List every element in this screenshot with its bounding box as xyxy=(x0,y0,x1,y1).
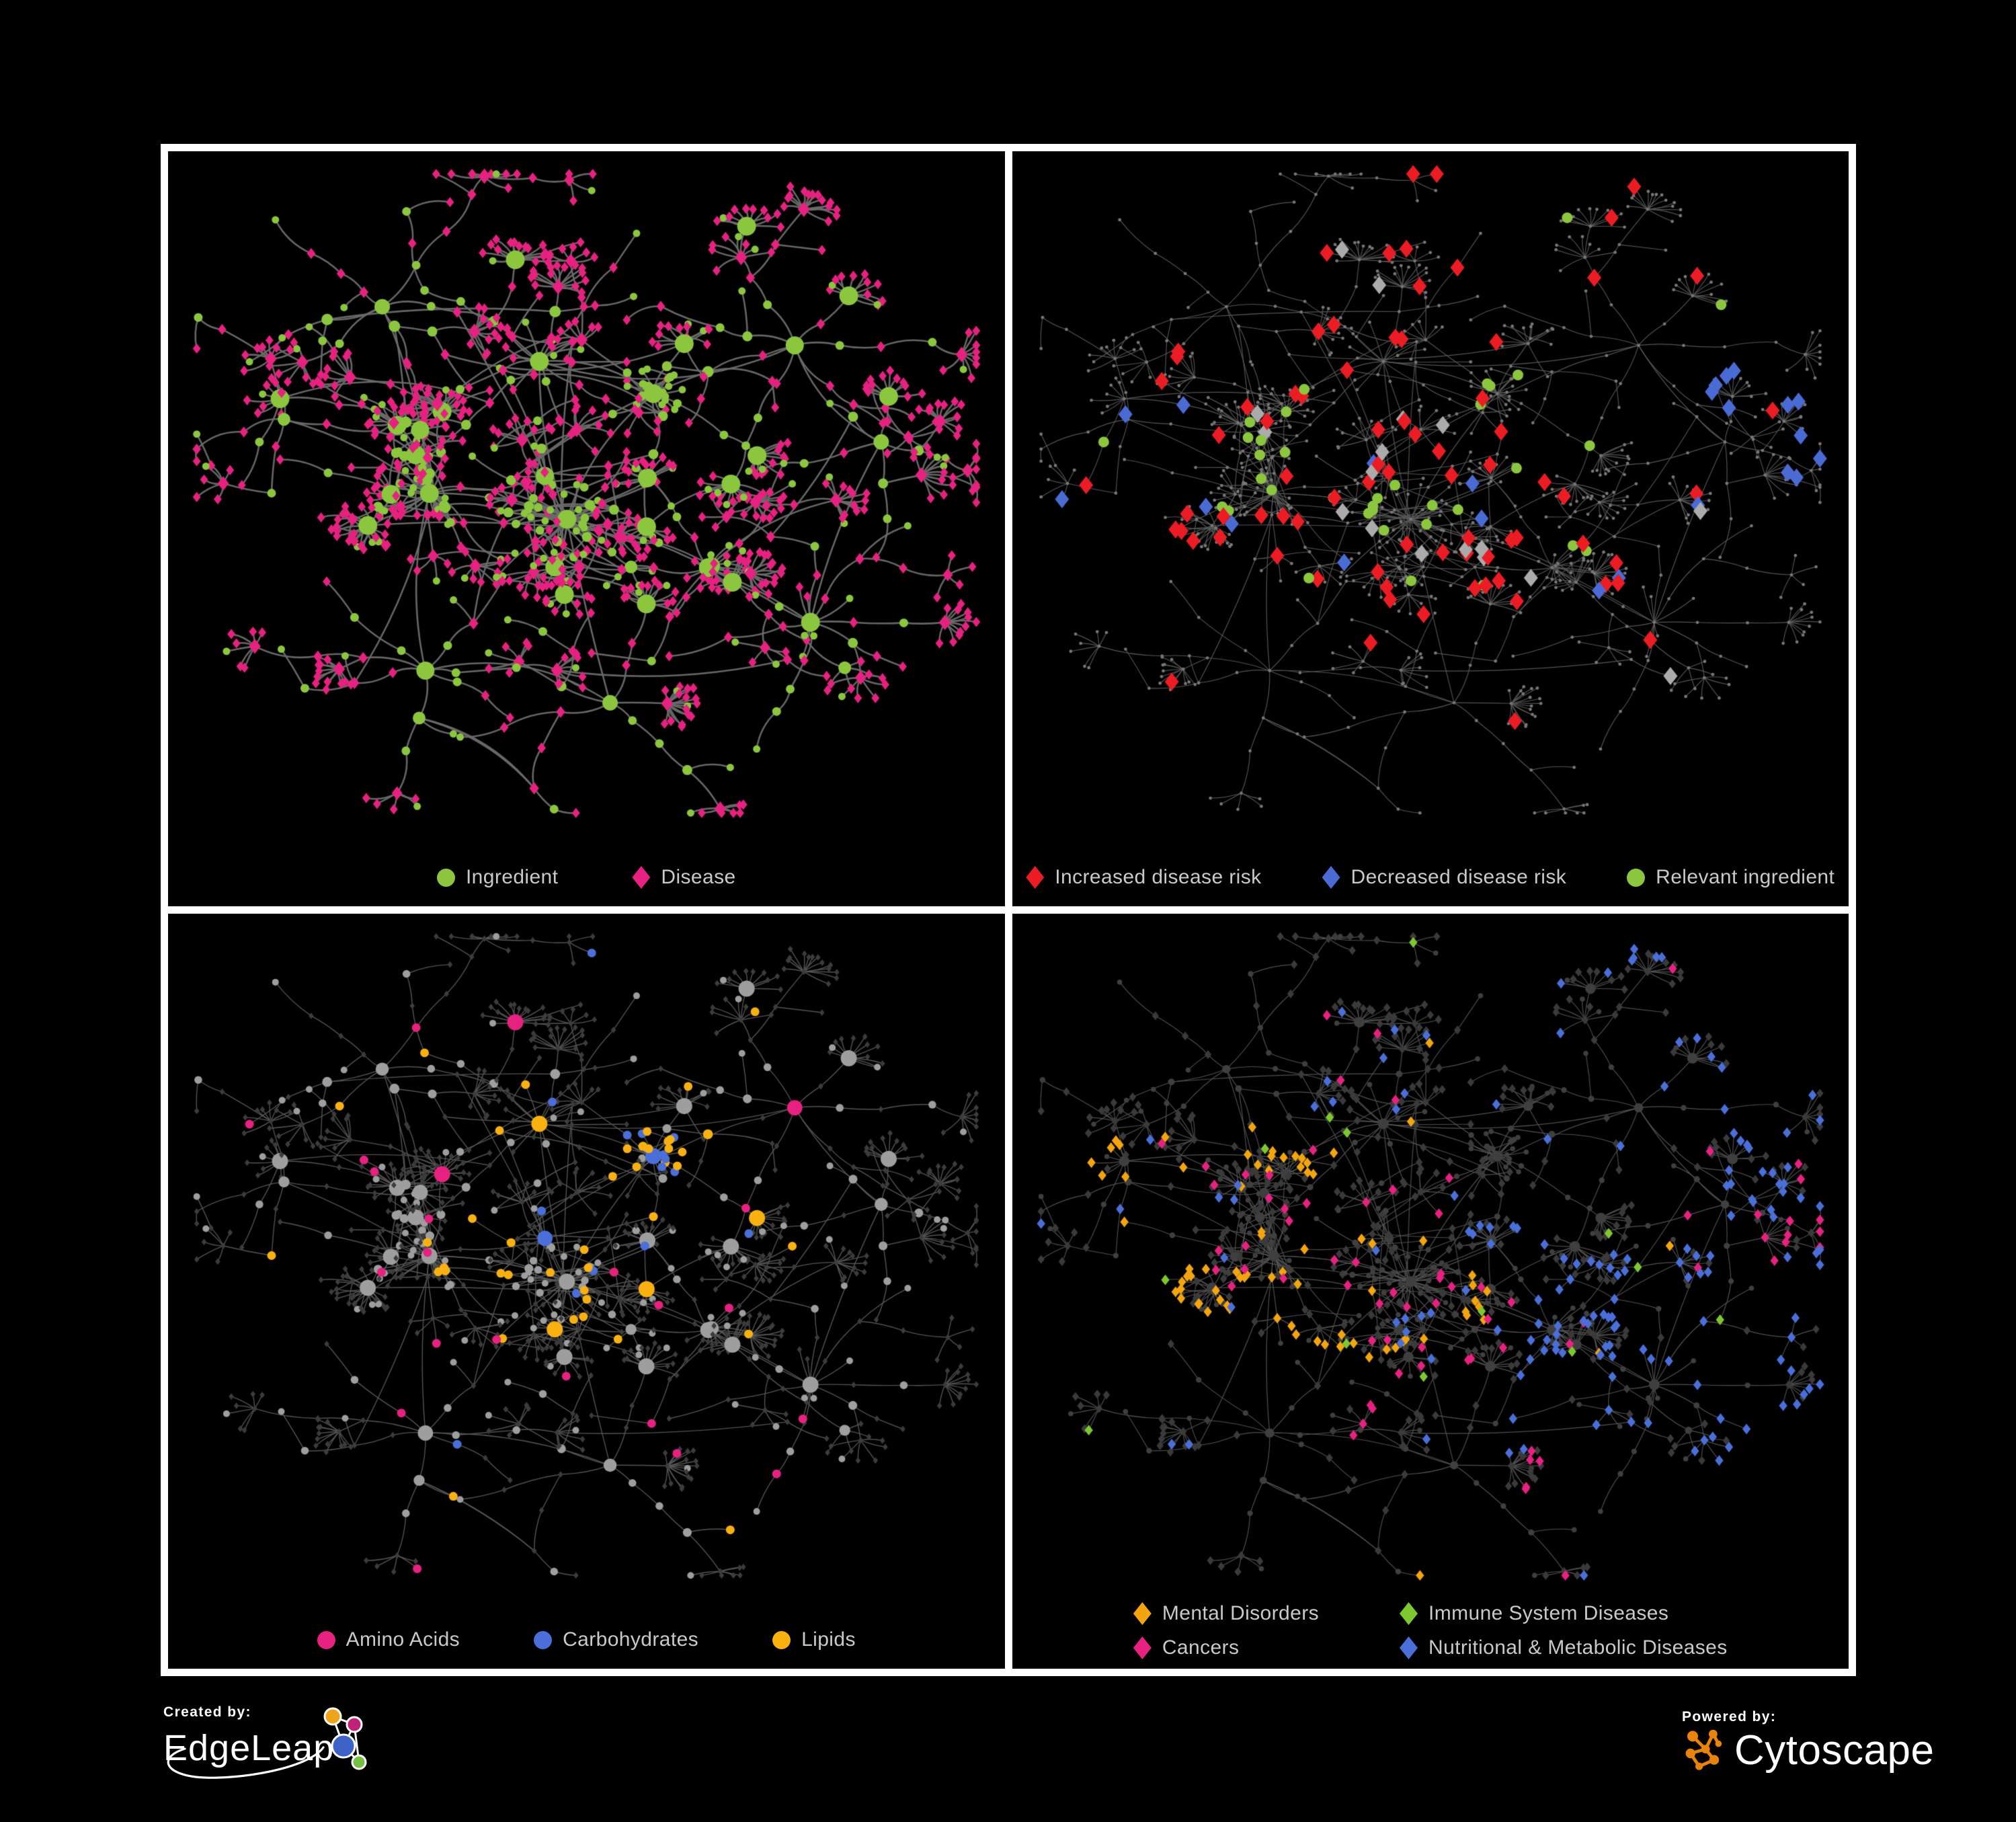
edgeleap-logo-icon xyxy=(323,1707,367,1770)
cytoscape-logo-text: Cytoscape xyxy=(1734,1727,1935,1774)
legend-item-disease: Disease xyxy=(632,866,735,889)
legend-item-nutritional-metabolic: Nutritional & Metabolic Diseases xyxy=(1400,1636,1728,1659)
ingredient-circle-icon xyxy=(436,868,455,887)
lipids-circle-icon xyxy=(772,1630,791,1649)
legend-label-disease: Disease xyxy=(661,866,736,888)
network-canvas-disease-risk xyxy=(1012,151,1849,906)
figure-grid: Ingredient Disease Increased disease ris… xyxy=(161,144,1856,1676)
legend-disease-classes: Mental Disorders Immune System Diseases … xyxy=(1012,1602,1849,1659)
powered-by-label: Powered by: xyxy=(1682,1709,1777,1725)
legend-item-ingredient: Ingredient xyxy=(436,866,559,889)
legend-item-cancers: Cancers xyxy=(1133,1636,1319,1659)
increased-risk-diamond-icon xyxy=(1026,866,1045,889)
legend-item-amino-acids: Amino Acids xyxy=(317,1628,460,1651)
created-by-label: Created by: xyxy=(163,1704,251,1720)
cytoscape-attribution: Powered by: Cytoscape xyxy=(1682,1709,1978,1796)
legend-label-cancers: Cancers xyxy=(1162,1636,1240,1659)
immune-diseases-diamond-icon xyxy=(1400,1602,1418,1625)
legend-label-ingredient: Ingredient xyxy=(465,866,559,888)
legend-label-carbohydrates: Carbohydrates xyxy=(563,1628,699,1651)
legend-item-carbohydrates: Carbohydrates xyxy=(534,1628,698,1651)
legend-item-lipids: Lipids xyxy=(772,1628,856,1651)
legend-label-immune-diseases: Immune System Diseases xyxy=(1428,1602,1669,1624)
legend-label-increased-risk: Increased disease risk xyxy=(1055,866,1262,888)
relevant-ingredient-circle-icon xyxy=(1627,868,1646,887)
legend-label-relevant-ingredient: Relevant ingredient xyxy=(1656,866,1835,888)
amino-acids-circle-icon xyxy=(317,1630,335,1649)
legend-item-relevant-ingredient: Relevant ingredient xyxy=(1627,866,1834,889)
panel-compound-classes: Amino Acids Carbohydrates Lipids xyxy=(168,914,1005,1669)
network-canvas-disease-classes xyxy=(1012,914,1849,1669)
carbohydrates-circle-icon xyxy=(534,1630,553,1649)
legend-compound-classes: Amino Acids Carbohydrates Lipids xyxy=(168,1628,1005,1651)
edgeleap-swoosh-icon xyxy=(167,1746,325,1779)
legend-label-lipids: Lipids xyxy=(801,1628,856,1651)
disease-diamond-icon xyxy=(632,866,651,889)
legend-item-decreased-risk: Decreased disease risk xyxy=(1322,866,1567,889)
cancers-diamond-icon xyxy=(1133,1636,1152,1659)
legend-item-immune-diseases: Immune System Diseases xyxy=(1400,1602,1728,1625)
nutritional-metabolic-diamond-icon xyxy=(1400,1636,1418,1659)
legend-label-decreased-risk: Decreased disease risk xyxy=(1350,866,1567,888)
legend-ingredient-disease: Ingredient Disease xyxy=(168,866,1005,889)
legend-item-increased-risk: Increased disease risk xyxy=(1026,866,1261,889)
panel-ingredient-disease: Ingredient Disease xyxy=(168,151,1005,906)
network-canvas-compound-classes xyxy=(168,914,1005,1669)
legend-label-amino-acids: Amino Acids xyxy=(346,1628,460,1651)
decreased-risk-diamond-icon xyxy=(1322,866,1340,889)
network-canvas-ingredient-disease xyxy=(168,151,1005,906)
legend-label-nutritional-metabolic: Nutritional & Metabolic Diseases xyxy=(1428,1636,1728,1659)
legend-disease-risk: Increased disease risk Decreased disease… xyxy=(1012,866,1849,889)
panel-disease-risk: Increased disease risk Decreased disease… xyxy=(1012,151,1849,906)
mental-disorders-diamond-icon xyxy=(1133,1602,1152,1625)
legend-label-mental-disorders: Mental Disorders xyxy=(1162,1602,1319,1624)
edgeleap-attribution: Created by: EdgeLeap xyxy=(163,1704,405,1822)
legend-item-mental-disorders: Mental Disorders xyxy=(1133,1602,1319,1625)
panel-disease-classes: Mental Disorders Immune System Diseases … xyxy=(1012,914,1849,1669)
cytoscape-logo-icon xyxy=(1685,1729,1722,1770)
